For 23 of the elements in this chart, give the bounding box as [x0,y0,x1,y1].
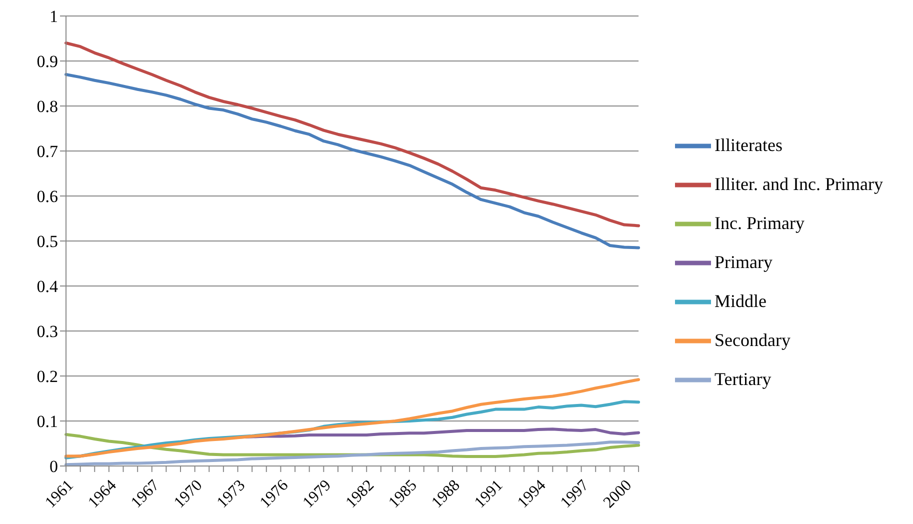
y-tick-label: 0.3 [36,322,58,342]
legend-label: Inc. Primary [714,212,805,232]
y-tick-label: 0.2 [36,367,58,386]
legend-label: Tertiary [714,368,772,388]
y-tick-label: 0 [50,457,58,476]
y-tick-label: 0.8 [36,97,58,116]
x-tick-label: 1982 [342,476,378,512]
x-tick-label: 1970 [171,476,206,512]
y-tick-label: 0.1 [36,412,58,432]
y-tick-label: 0.9 [36,52,58,72]
legend-label: Middle [714,290,767,310]
y-tick-label: 0.4 [36,277,58,296]
x-tick-label: 1961 [42,476,77,512]
legend-label: Illiter. and Inc. Primary [714,174,883,194]
y-tick-label: 0.7 [36,142,58,162]
y-tick-label: 1 [50,7,58,26]
legend-label: Primary [714,252,773,272]
y-tick-label: 0.6 [36,187,58,206]
y-tick-label: 0.5 [36,232,58,252]
legend-label: Illiterates [714,134,783,154]
legend-label: Secondary [714,330,791,350]
x-tick-label: 1979 [300,476,335,512]
x-tick-label: 1991 [472,476,506,512]
